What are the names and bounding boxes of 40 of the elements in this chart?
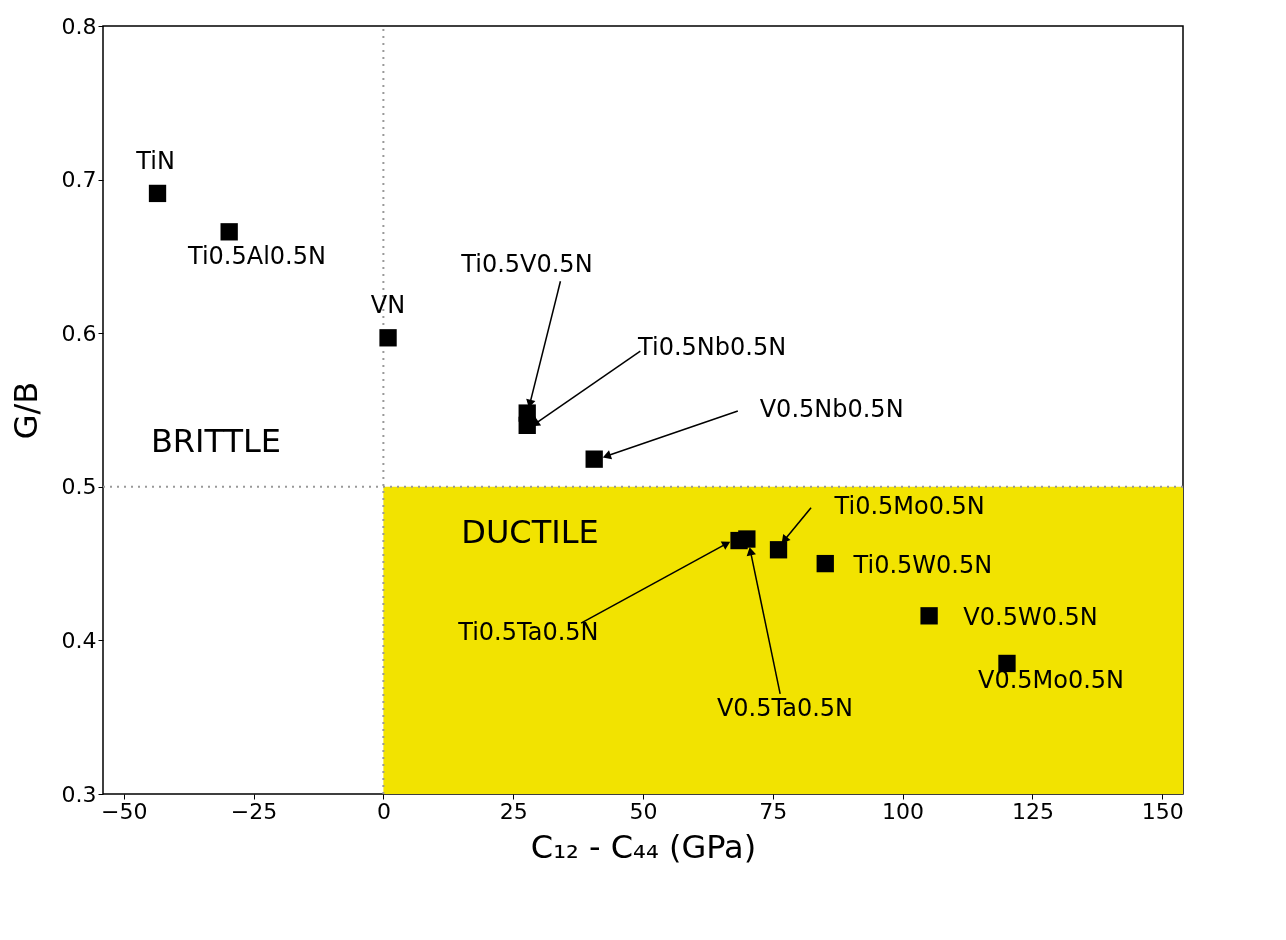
x-axis-title: C₁₂ - C₄₄ (GPa) — [530, 827, 757, 866]
y-axis-title: G/B — [6, 381, 45, 440]
annotation: Ti0.5V0.5N — [460, 250, 593, 279]
annotation: Ti0.5Al0.5N — [186, 241, 326, 270]
annotation: VN — [370, 291, 406, 320]
x-tick-label: 0 — [376, 798, 391, 824]
x-tick-label: 150 — [1141, 798, 1184, 824]
annotation: V0.5Ta0.5N — [716, 694, 853, 723]
x-tick-label: −50 — [101, 798, 148, 824]
point — [920, 607, 938, 625]
annotation: Ti0.5Nb0.5N — [637, 333, 787, 362]
annotation: Ti0.5Ta0.5N — [457, 617, 599, 646]
x-tick-label: 50 — [629, 798, 658, 824]
point — [769, 541, 788, 559]
x-tick-label: 75 — [759, 798, 788, 824]
y-tick-label: 0.5 — [61, 474, 97, 500]
point — [220, 223, 238, 241]
point — [379, 329, 397, 347]
point — [816, 554, 834, 573]
point — [738, 530, 756, 548]
point — [148, 184, 167, 203]
y-tick-label: 0.8 — [61, 13, 97, 39]
band-label: DUCTILE — [461, 513, 599, 552]
y-tick-label: 0.7 — [61, 167, 97, 193]
x-tick-label: −25 — [230, 798, 278, 824]
x-tick-label: 100 — [882, 798, 925, 824]
annotation: V0.5Nb0.5N — [759, 395, 904, 424]
y-tick-label: 0.4 — [61, 627, 97, 653]
annotation: TiN — [135, 146, 175, 175]
annotation: Ti0.5Mo0.5N — [833, 491, 985, 520]
point — [518, 416, 536, 435]
annotation: BRITTLE — [150, 422, 282, 461]
y-tick-label: 0.3 — [61, 781, 97, 807]
annotation: V0.5W0.5N — [963, 602, 1098, 631]
point — [585, 450, 603, 468]
x-tick-label: 25 — [499, 798, 528, 824]
annotation: V0.5Mo0.5N — [977, 665, 1125, 694]
annotation: Ti0.5W0.5N — [852, 550, 993, 579]
y-tick-label: 0.6 — [61, 320, 97, 346]
x-tick-label: 125 — [1011, 798, 1054, 824]
